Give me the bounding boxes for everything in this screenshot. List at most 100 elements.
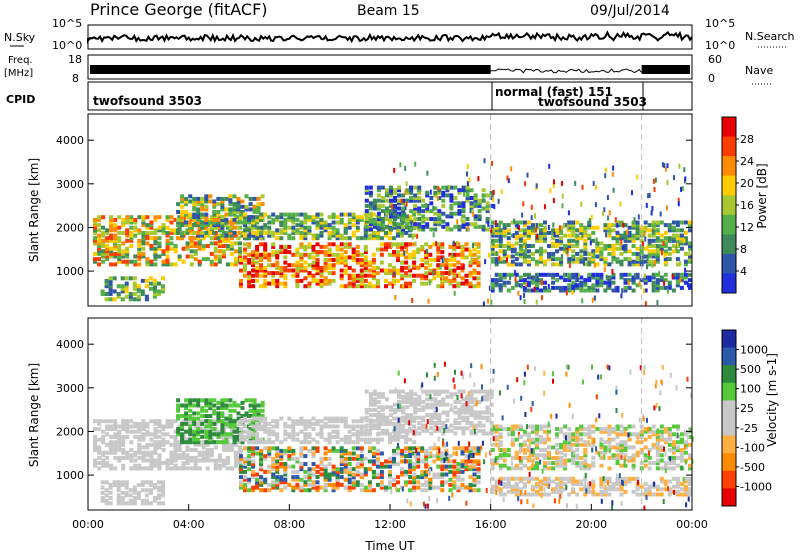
power-cell bbox=[555, 233, 560, 238]
velocity-cell bbox=[506, 484, 511, 489]
velocity-cell bbox=[389, 389, 393, 394]
power-cell bbox=[416, 265, 421, 270]
velocity-cell bbox=[679, 448, 684, 452]
power-cell bbox=[502, 228, 507, 233]
power-cell bbox=[323, 265, 328, 270]
power-cell bbox=[299, 263, 304, 268]
power-cell bbox=[371, 233, 376, 238]
velocity-cell bbox=[129, 424, 134, 429]
velocity-cell bbox=[239, 432, 243, 437]
velocity-cell bbox=[173, 453, 178, 458]
velocity-cell bbox=[307, 475, 312, 480]
velocity-cell bbox=[445, 389, 450, 394]
velocity-cell bbox=[216, 432, 221, 437]
velocity-cell bbox=[623, 427, 628, 432]
power-cell bbox=[205, 257, 210, 262]
velocity-cell bbox=[388, 434, 392, 439]
power-cell bbox=[275, 230, 280, 235]
velocity-cell bbox=[607, 466, 612, 471]
velocity-cell bbox=[473, 410, 478, 415]
power-cell bbox=[303, 225, 308, 230]
velocity-cell bbox=[141, 455, 146, 460]
velocity-cell bbox=[555, 448, 560, 452]
velocity-cell bbox=[506, 427, 511, 432]
power-cell bbox=[180, 223, 185, 228]
power-cell bbox=[252, 207, 257, 212]
velocity-cell bbox=[359, 437, 364, 442]
power-cell bbox=[460, 250, 465, 255]
velocity-cell bbox=[615, 432, 620, 437]
velocity-cell bbox=[502, 492, 507, 497]
power-cell bbox=[368, 219, 373, 224]
velocity-cell bbox=[212, 432, 217, 437]
velocity-cell bbox=[225, 461, 230, 466]
power-cell bbox=[607, 278, 612, 283]
velocity-cell bbox=[157, 496, 161, 500]
velocity-cell bbox=[243, 469, 247, 474]
power-cell bbox=[547, 225, 550, 230]
power-cell bbox=[197, 238, 202, 243]
velocity-cell bbox=[192, 411, 197, 416]
power-cell bbox=[514, 220, 519, 225]
velocity-cell bbox=[121, 437, 126, 442]
power-cell bbox=[433, 222, 438, 227]
power-cell bbox=[121, 251, 126, 256]
power-cell bbox=[428, 258, 433, 262]
velocity-cell bbox=[259, 477, 264, 482]
power-cell bbox=[652, 178, 655, 184]
power-cell bbox=[482, 301, 485, 307]
velocity-cell bbox=[530, 476, 535, 481]
power-cell bbox=[259, 258, 264, 262]
power-cell bbox=[553, 231, 556, 237]
power-cell bbox=[456, 284, 461, 289]
velocity-cell bbox=[425, 397, 430, 402]
power-cell bbox=[561, 193, 564, 199]
velocity-cell bbox=[400, 472, 405, 477]
velocity-cell bbox=[271, 467, 276, 472]
velocity-cell bbox=[393, 423, 397, 428]
power-cell bbox=[359, 273, 364, 278]
power-cell bbox=[327, 230, 332, 235]
power-cell bbox=[153, 249, 158, 254]
power-cell bbox=[440, 273, 445, 278]
velocity-cell bbox=[457, 421, 462, 425]
velocity-cell bbox=[117, 440, 122, 445]
velocity-cell bbox=[173, 434, 178, 439]
power-cell bbox=[109, 223, 114, 228]
velocity-cell bbox=[456, 464, 461, 469]
velocity-cell bbox=[108, 485, 113, 490]
power-cell bbox=[571, 220, 576, 225]
velocity-cell bbox=[498, 476, 503, 481]
velocity-cell bbox=[367, 488, 372, 493]
power-cell bbox=[177, 254, 182, 259]
power-cell bbox=[363, 284, 368, 289]
velocity-cell bbox=[599, 427, 604, 432]
velocity-cell bbox=[563, 445, 568, 450]
power-cell bbox=[185, 230, 190, 235]
power-cell bbox=[93, 238, 97, 243]
power-cell bbox=[409, 196, 414, 200]
velocity-cell bbox=[452, 480, 457, 485]
power-cell bbox=[627, 278, 632, 283]
power-cell bbox=[204, 225, 209, 230]
power-cell bbox=[224, 223, 229, 228]
velocity-cell bbox=[208, 434, 213, 439]
power-cell bbox=[412, 278, 417, 283]
velocity-cell bbox=[401, 407, 406, 412]
power-cell bbox=[251, 217, 256, 222]
velocity-cell bbox=[125, 424, 130, 429]
velocity-cell bbox=[251, 488, 256, 493]
power-cell bbox=[518, 246, 523, 251]
power-cell bbox=[518, 233, 523, 238]
power-cell bbox=[384, 242, 388, 247]
velocity-cell bbox=[121, 442, 126, 447]
power-cell bbox=[197, 246, 202, 251]
power-cell bbox=[575, 259, 580, 264]
power-cell bbox=[485, 219, 490, 224]
power-cell bbox=[239, 278, 243, 283]
power-cell bbox=[287, 236, 292, 241]
power-cell bbox=[526, 249, 531, 254]
power-cell bbox=[494, 244, 499, 248]
power-cell bbox=[490, 285, 495, 290]
velocity-cell bbox=[655, 445, 660, 450]
